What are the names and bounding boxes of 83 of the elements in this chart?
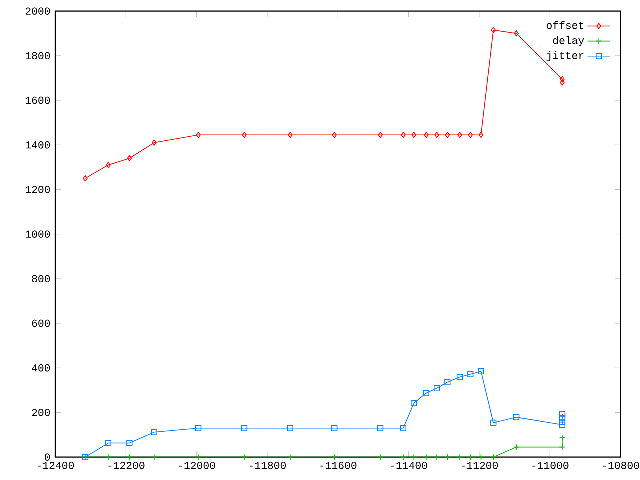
y-tick-label: 0 bbox=[45, 454, 50, 461]
point bbox=[490, 454, 497, 460]
x-tick-label: -11400 bbox=[391, 462, 428, 470]
point bbox=[126, 454, 133, 460]
legend-label: jitter bbox=[546, 52, 584, 62]
point bbox=[105, 454, 112, 460]
y-tick-label: 1600 bbox=[26, 96, 50, 104]
y-tick-label: 600 bbox=[32, 320, 50, 328]
point bbox=[411, 454, 418, 460]
point bbox=[105, 440, 112, 446]
point bbox=[241, 425, 248, 432]
point bbox=[106, 162, 111, 168]
y-tick-label: 1000 bbox=[26, 230, 50, 238]
point bbox=[196, 132, 201, 138]
point bbox=[377, 425, 384, 432]
point bbox=[151, 454, 158, 460]
y-tick-label: 1200 bbox=[26, 186, 50, 194]
point bbox=[288, 132, 293, 138]
point bbox=[152, 140, 157, 146]
point bbox=[332, 425, 338, 432]
point bbox=[127, 155, 132, 162]
y-tick-label: 1400 bbox=[26, 142, 50, 149]
point bbox=[434, 132, 440, 138]
point bbox=[400, 425, 407, 432]
x-tick-label: -12400 bbox=[38, 462, 74, 470]
y-tick-label: 1800 bbox=[26, 52, 50, 60]
point bbox=[423, 390, 430, 396]
point bbox=[559, 415, 566, 422]
point bbox=[468, 132, 474, 138]
point bbox=[423, 454, 430, 460]
y-tick-label: 400 bbox=[32, 364, 50, 372]
point bbox=[412, 132, 417, 138]
legend-label: delay bbox=[553, 36, 584, 46]
point bbox=[196, 454, 202, 460]
point bbox=[560, 76, 565, 82]
point bbox=[332, 454, 338, 460]
point bbox=[444, 379, 451, 386]
x-tick-label: -11800 bbox=[250, 462, 286, 470]
point bbox=[332, 132, 337, 138]
point bbox=[514, 30, 519, 37]
y-tick-label: 2000 bbox=[26, 8, 50, 15]
point bbox=[559, 419, 566, 426]
point bbox=[287, 454, 294, 460]
point bbox=[559, 444, 566, 450]
point bbox=[559, 422, 566, 428]
point bbox=[400, 454, 407, 460]
point bbox=[468, 454, 474, 460]
point bbox=[445, 132, 450, 138]
point bbox=[287, 425, 294, 432]
point bbox=[151, 429, 158, 436]
point bbox=[559, 411, 566, 418]
legend-label: offset bbox=[546, 21, 584, 30]
y-tick-label: 200 bbox=[32, 409, 50, 416]
point bbox=[468, 371, 474, 378]
x-tick-label: -10800 bbox=[603, 462, 640, 470]
x-tick-label: -11600 bbox=[320, 462, 357, 470]
point bbox=[241, 454, 248, 460]
point bbox=[434, 454, 440, 460]
x-tick-label: -12200 bbox=[108, 462, 145, 470]
point bbox=[458, 132, 462, 138]
point bbox=[434, 385, 440, 392]
point bbox=[478, 368, 484, 375]
point bbox=[478, 132, 484, 138]
point bbox=[126, 440, 133, 446]
point bbox=[401, 132, 406, 138]
point bbox=[456, 374, 464, 380]
point bbox=[514, 414, 520, 420]
point bbox=[242, 132, 247, 138]
x-tick-label: -11000 bbox=[532, 462, 569, 470]
y-tick-label: 800 bbox=[32, 275, 50, 283]
x-tick-label: -11200 bbox=[462, 462, 498, 470]
point bbox=[377, 454, 384, 460]
x-tick-label: -12000 bbox=[179, 462, 216, 470]
point bbox=[424, 132, 429, 138]
point bbox=[478, 454, 484, 460]
point bbox=[196, 425, 202, 432]
point bbox=[411, 400, 418, 406]
point bbox=[378, 132, 383, 138]
point bbox=[491, 27, 496, 34]
point bbox=[444, 454, 451, 460]
point bbox=[456, 454, 464, 460]
point bbox=[514, 444, 520, 450]
point bbox=[490, 420, 497, 426]
